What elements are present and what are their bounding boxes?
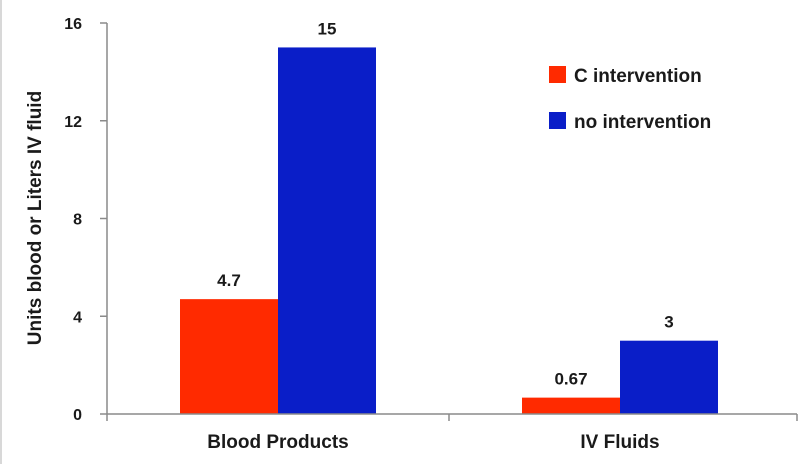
legend-label: no intervention [574,112,711,133]
y-tick-label: 0 [73,407,82,424]
x-category-label: Blood Products [207,432,348,453]
labels-layer: 4.7 0.67 15 3 [217,19,674,388]
x-category-label: IV Fluids [580,432,659,453]
bar-no-intervention-1 [620,340,718,414]
y-tick-label: 16 [64,16,82,33]
y-tick-label: 12 [64,114,82,131]
data-label: 0.67 [554,370,587,389]
y-tick-label: 8 [73,212,82,229]
bars-layer [180,47,718,414]
legend-label: C intervention [574,66,702,87]
legend-swatch [549,112,566,129]
legend-swatch [549,66,566,83]
bar-c-intervention-0 [180,299,278,414]
data-label: 15 [318,19,337,38]
bar-no-intervention-0 [278,47,376,414]
axes-layer: 0 4 8 12 16 Blood Products IV Fluids [64,16,798,453]
y-axis-title: Units blood or Liters IV fluid [25,91,46,345]
bar-c-intervention-1 [522,397,620,414]
legend: C intervention no intervention [549,66,711,133]
data-label: 3 [664,313,673,332]
y-tick-label: 4 [73,309,82,326]
data-label: 4.7 [217,271,241,290]
